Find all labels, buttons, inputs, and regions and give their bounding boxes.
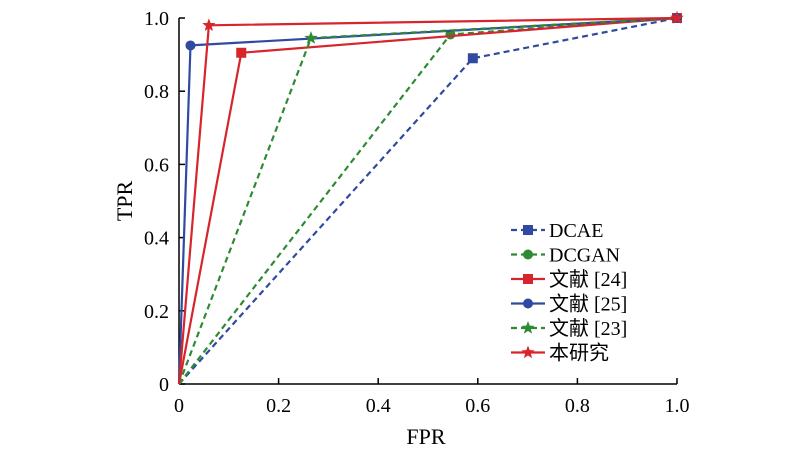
x-tick-label: 0: [174, 395, 184, 417]
legend-label: 本研究: [549, 342, 609, 365]
data-point-marker: [304, 31, 318, 44]
x-tick-label: 0.8: [565, 395, 590, 417]
y-tick-label: 0.8: [144, 81, 169, 103]
legend-label: 文献 [24]: [549, 268, 627, 291]
legend-item: DCAE: [511, 220, 603, 242]
series-6: [177, 11, 684, 385]
data-point-marker: [185, 40, 196, 51]
x-tick-label: 1.0: [665, 395, 690, 417]
legend-swatch-marker: [523, 298, 533, 309]
x-tick-label: 0.2: [266, 395, 291, 417]
data-point-marker: [670, 11, 684, 24]
y-tick-label: 0.4: [144, 228, 169, 250]
legend-item: 文献 [23]: [511, 317, 627, 340]
y-tick-label: 0.2: [144, 301, 169, 323]
legend-label: DCAE: [549, 220, 603, 242]
legend-swatch-marker: [523, 225, 533, 235]
x-tick-label: 0.4: [366, 395, 391, 417]
y-tick-label: 1.0: [144, 8, 169, 30]
legend-swatch-marker: [521, 321, 535, 334]
y-axis-title: TPR: [112, 181, 137, 222]
legend-item: DCGAN: [511, 245, 620, 267]
data-point-marker: [467, 53, 478, 64]
data-point-marker: [202, 18, 216, 31]
legend-item: 本研究: [511, 342, 609, 365]
legend-swatch-marker: [523, 274, 533, 284]
legend-item: 文献 [25]: [511, 293, 627, 316]
y-tick-label: 0: [159, 374, 169, 396]
legend-swatch-marker: [523, 249, 533, 260]
x-axis-title: FPR: [406, 424, 445, 449]
legend-label: DCGAN: [549, 245, 620, 267]
y-tick-label: 0.6: [144, 154, 169, 176]
x-tick-label: 0.6: [465, 395, 490, 417]
data-point-marker: [236, 47, 247, 58]
legend-swatch-marker: [521, 345, 535, 359]
legend-label: 文献 [23]: [549, 317, 627, 340]
legend-item: 文献 [24]: [511, 268, 627, 291]
legend-label: 文献 [25]: [549, 293, 627, 316]
